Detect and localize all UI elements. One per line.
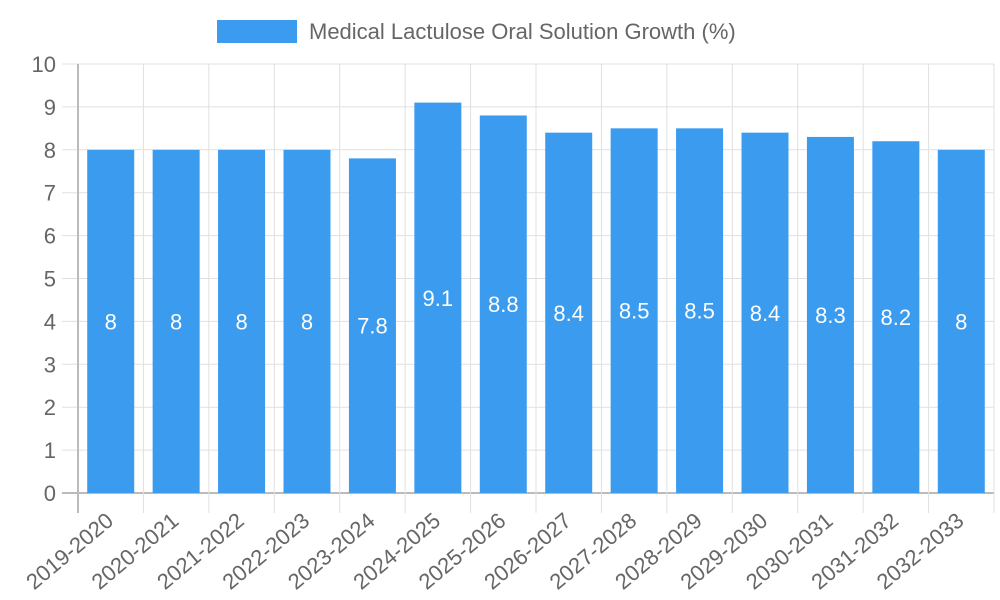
legend-swatch [217, 20, 297, 43]
y-tick-label: 4 [44, 309, 56, 334]
y-tick-label: 1 [44, 438, 56, 463]
y-tick-label: 2 [44, 395, 56, 420]
bar [348, 158, 396, 493]
y-tick-label: 7 [44, 181, 56, 206]
bar [414, 102, 462, 494]
bar [610, 128, 658, 493]
bar-value-label: 8 [301, 309, 313, 334]
bar [87, 149, 135, 494]
bar [741, 132, 789, 493]
bar-value-label: 8.2 [881, 305, 912, 330]
bar [479, 115, 527, 493]
bar-value-label: 8.5 [684, 299, 715, 324]
bar-value-label: 8 [955, 309, 967, 334]
y-tick-label: 5 [44, 267, 56, 292]
bar [937, 149, 985, 494]
bar-value-label: 8.3 [815, 303, 846, 328]
bar [872, 141, 920, 493]
y-tick-label: 10 [32, 52, 56, 77]
bar-value-label: 8 [170, 309, 182, 334]
y-tick-label: 0 [44, 481, 56, 506]
bar-value-label: 8.4 [553, 301, 584, 326]
bar-value-label: 8 [235, 309, 247, 334]
y-tick-label: 3 [44, 352, 56, 377]
bar [283, 149, 331, 494]
bar [676, 128, 724, 493]
bar [545, 132, 593, 493]
bar-value-label: 8.8 [488, 292, 519, 317]
bar-value-label: 7.8 [357, 314, 388, 339]
y-tick-label: 8 [44, 138, 56, 163]
legend-label: Medical Lactulose Oral Solution Growth (… [309, 19, 736, 44]
bar-value-label: 8 [105, 309, 117, 334]
y-tick-label: 6 [44, 224, 56, 249]
bar-value-label: 9.1 [423, 286, 454, 311]
bar-value-label: 8.4 [750, 301, 781, 326]
bar [806, 136, 854, 493]
bar [218, 149, 266, 494]
y-tick-label: 9 [44, 95, 56, 120]
bar-value-label: 8.5 [619, 299, 650, 324]
bar [152, 149, 200, 494]
